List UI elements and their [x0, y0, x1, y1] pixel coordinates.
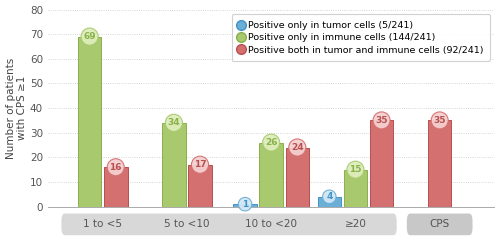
- Text: 1 to <5: 1 to <5: [83, 219, 122, 229]
- Text: 5 to <10: 5 to <10: [164, 219, 210, 229]
- Bar: [318, 197, 341, 207]
- Bar: [104, 167, 128, 207]
- Bar: [370, 120, 394, 207]
- Text: 26: 26: [265, 138, 278, 147]
- Text: 35: 35: [434, 116, 446, 125]
- Text: 34: 34: [168, 118, 180, 127]
- Text: 35: 35: [376, 116, 388, 125]
- FancyBboxPatch shape: [407, 213, 472, 235]
- Text: 4: 4: [326, 192, 332, 201]
- Bar: [188, 165, 212, 207]
- Text: 15: 15: [349, 165, 362, 174]
- Bar: [428, 120, 452, 207]
- Text: 1: 1: [242, 200, 248, 209]
- Text: 17: 17: [194, 160, 206, 169]
- Bar: [234, 204, 257, 207]
- Text: 69: 69: [84, 32, 96, 41]
- Text: CPS: CPS: [430, 219, 450, 229]
- Text: ≥20: ≥20: [344, 219, 366, 229]
- Bar: [162, 123, 186, 207]
- Bar: [344, 170, 367, 207]
- Bar: [260, 143, 283, 207]
- Legend: Positive only in tumor cells (5/241), Positive only in immune cells (144/241), P: Positive only in tumor cells (5/241), Po…: [232, 14, 490, 61]
- Text: 10 to <20: 10 to <20: [245, 219, 297, 229]
- Bar: [78, 37, 102, 207]
- Y-axis label: Number of patients
with CPS ≥1: Number of patients with CPS ≥1: [6, 57, 27, 159]
- Text: 24: 24: [291, 143, 304, 152]
- Bar: [286, 147, 309, 207]
- Text: 16: 16: [110, 163, 122, 172]
- FancyBboxPatch shape: [62, 213, 396, 235]
